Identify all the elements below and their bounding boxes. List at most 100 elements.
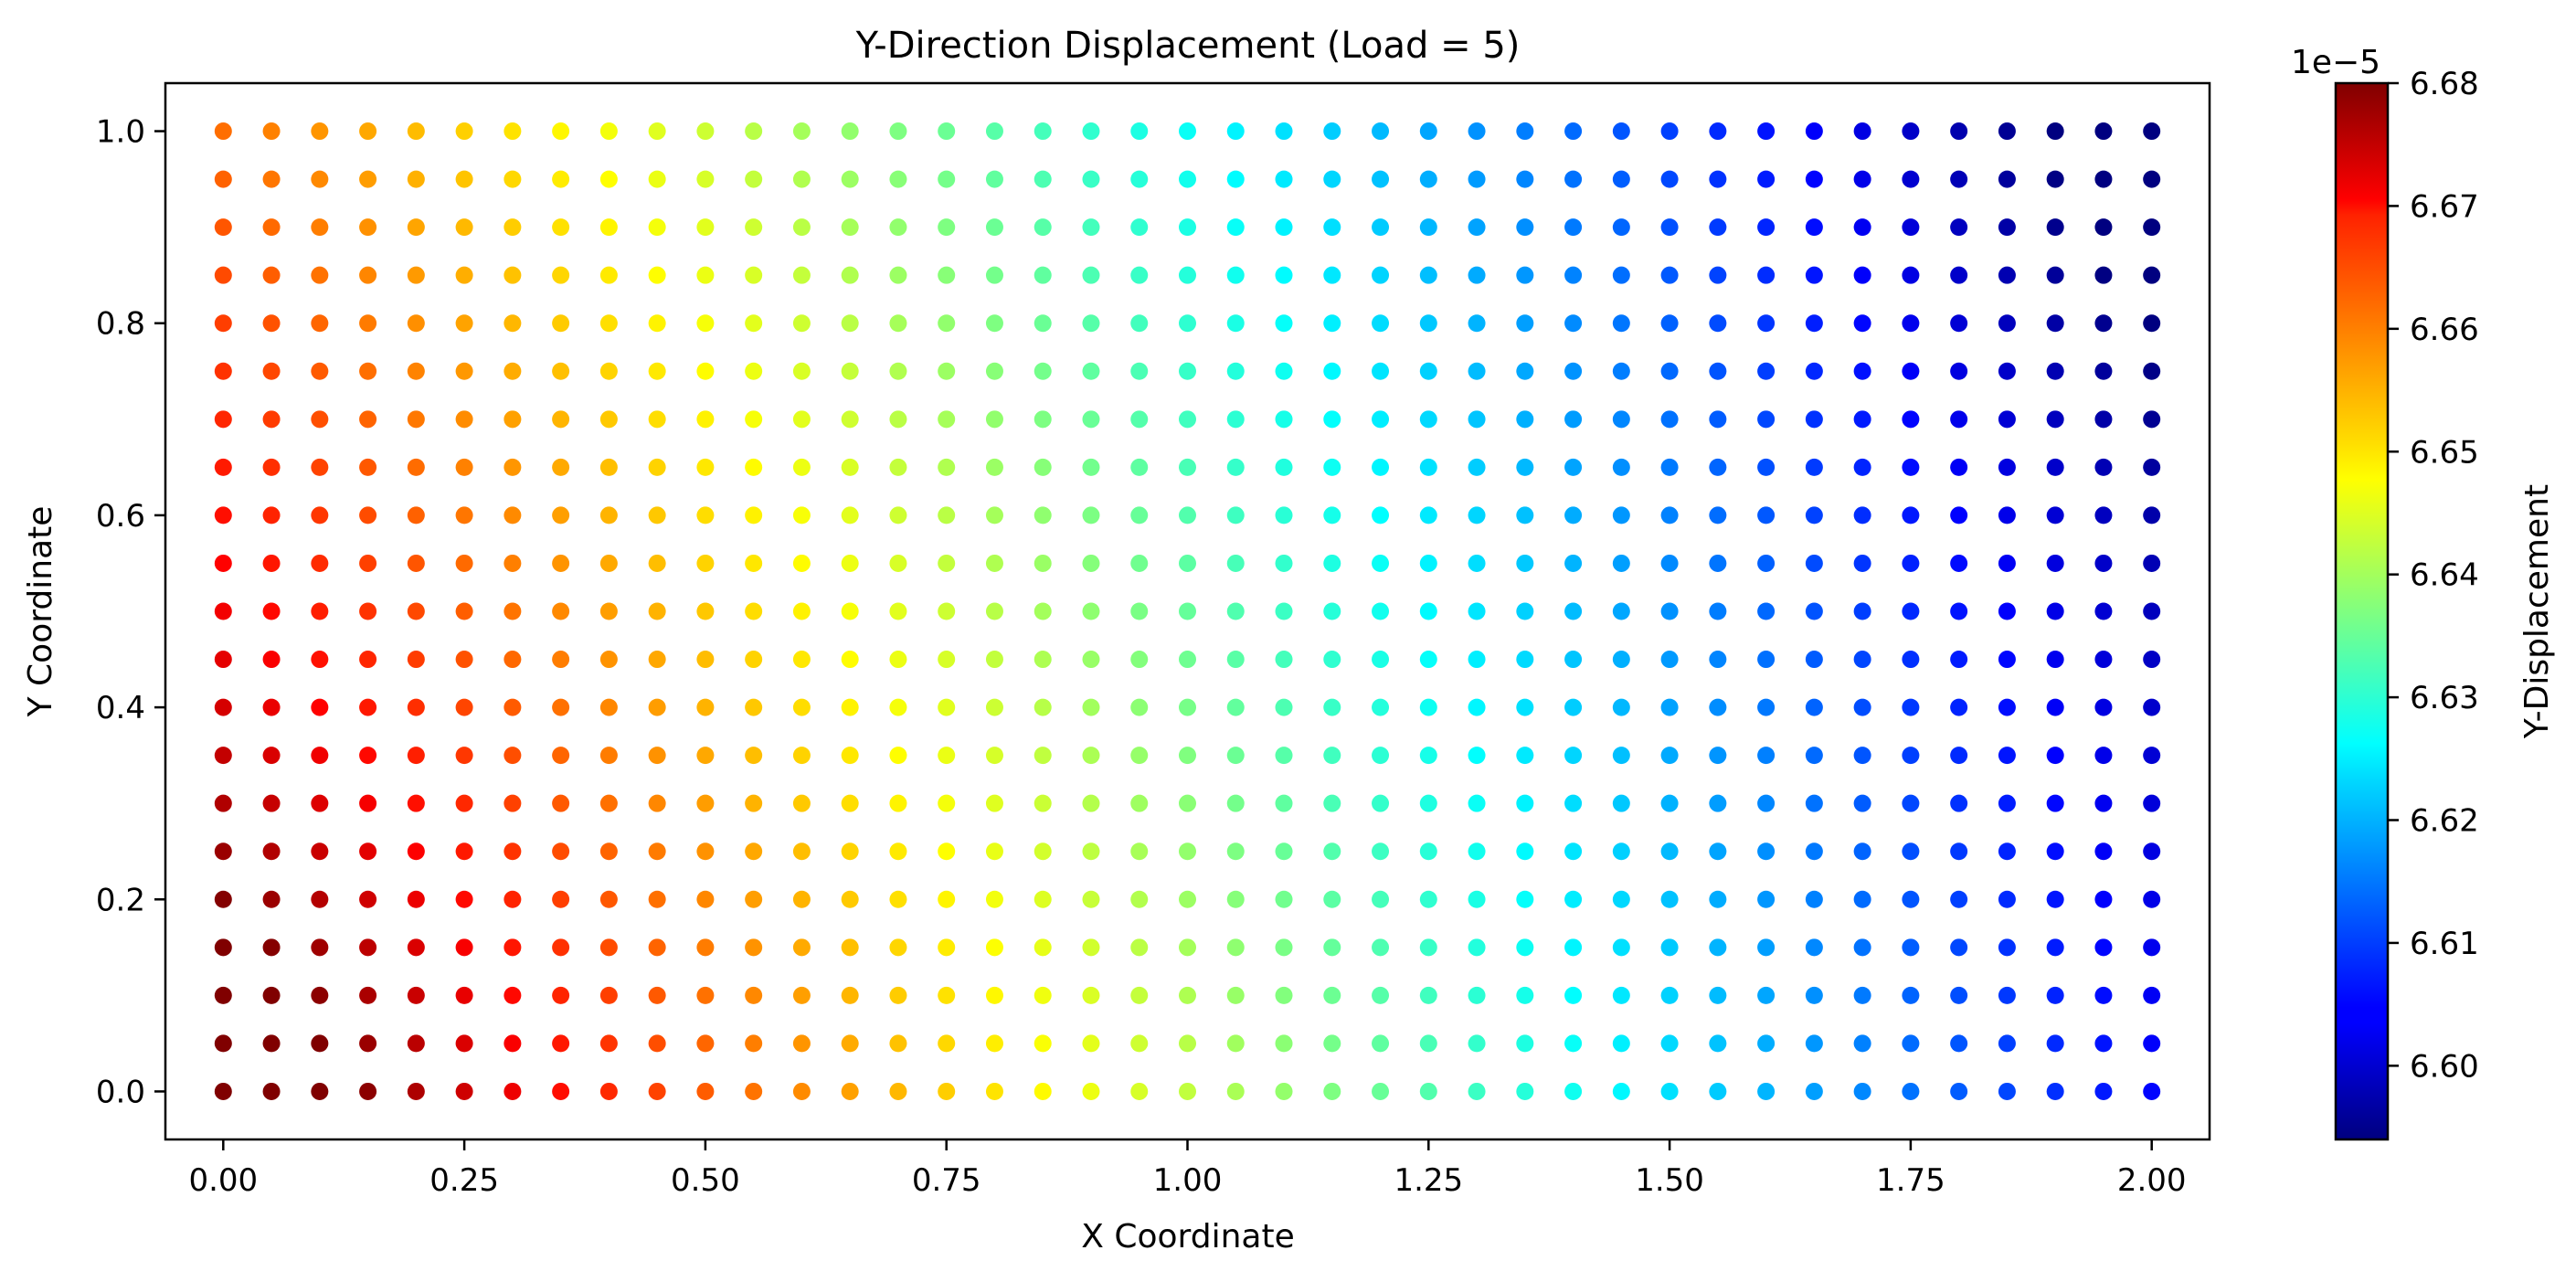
scatter-point [1323,842,1341,861]
scatter-point [889,602,907,620]
scatter-point [1130,362,1149,380]
scatter-point [1902,266,1920,284]
scatter-point [1179,170,1196,188]
scatter-point [2143,122,2161,141]
scatter-point [1323,410,1341,429]
colorbar-tick-label: 6.68 [2410,66,2479,102]
scatter-point [2143,1082,2161,1100]
scatter-point [1226,122,1245,141]
scatter-point [696,938,715,957]
scatter-point [696,218,715,237]
scatter-point [311,122,329,141]
scatter-point [552,651,570,669]
scatter-point [1709,122,1727,141]
scatter-point [938,410,956,429]
scatter-point [311,458,329,476]
scatter-point [1468,747,1486,765]
scatter-point [1902,362,1920,380]
scatter-point [2143,218,2161,237]
scatter-point [696,602,715,620]
scatter-point [985,218,1003,237]
scatter-point [696,266,715,284]
scatter-point [1034,362,1052,380]
scatter-point [2094,218,2113,237]
scatter-point [407,410,425,429]
scatter-point [1564,314,1583,333]
scatter-point [407,747,425,765]
scatter-point [2046,794,2064,812]
scatter-point [599,458,618,476]
scatter-point [1419,506,1437,524]
scatter-point [2094,170,2113,188]
scatter-point [1660,458,1679,476]
scatter-point [1082,986,1100,1004]
colorbar-tick-label: 6.60 [2410,1048,2479,1085]
scatter-point [1179,986,1196,1004]
scatter-point [889,842,907,861]
scatter-point [1950,986,1968,1004]
scatter-point [311,938,329,957]
scatter-point [1950,698,1968,716]
scatter-point [1950,122,1968,141]
scatter-point [407,506,425,524]
scatter-point [2046,554,2064,572]
scatter-point [2046,458,2064,476]
scatter-point [1757,314,1776,333]
scatter-point [1275,314,1293,333]
scatter-point [1950,794,1968,812]
x-tick-label: 1.00 [1153,1162,1223,1199]
scatter-point [1853,986,1871,1004]
scatter-point [1516,794,1534,812]
scatter-point [1950,651,1968,669]
scatter-point [504,314,522,333]
scatter-point [938,842,956,861]
scatter-point [1323,747,1341,765]
scatter-point [1226,651,1245,669]
scatter-point [214,651,232,669]
scatter-point [1805,890,1823,908]
scatter-point [1853,506,1871,524]
scatter-point [2143,362,2161,380]
scatter-point [1419,602,1437,620]
scatter-point [985,122,1003,141]
scatter-point [455,747,473,765]
scatter-point [1323,938,1341,957]
scatter-point [1323,986,1341,1004]
colorbar-tick-label: 6.62 [2410,803,2479,840]
scatter-point [552,1034,570,1053]
scatter-point [552,170,570,188]
scatter-point [214,314,232,333]
scatter-point [889,218,907,237]
scatter-point [311,651,329,669]
scatter-point [599,506,618,524]
scatter-point [1757,602,1776,620]
scatter-point [262,314,281,333]
scatter-point [1323,794,1341,812]
scatter-point [1853,410,1871,429]
colorbar-tick-label: 6.65 [2410,434,2479,471]
scatter-point [1130,794,1149,812]
scatter-point [504,266,522,284]
scatter-point [1082,554,1100,572]
scatter-point [504,698,522,716]
scatter-point [262,362,281,380]
scatter-point [648,458,666,476]
scatter-point [1226,602,1245,620]
scatter-point [1950,314,1968,333]
scatter-point [1998,314,2016,333]
scatter-point [1226,747,1245,765]
scatter-point [2143,506,2161,524]
scatter-point [889,651,907,669]
scatter-point [1998,554,2016,572]
scatter-point [2094,986,2113,1004]
scatter-point [2046,747,2064,765]
scatter-point [938,986,956,1004]
scatter-point [599,266,618,284]
scatter-point [504,458,522,476]
scatter-point [1419,170,1437,188]
scatter-point [1853,122,1871,141]
scatter-point [696,1082,715,1100]
scatter-point [1226,506,1245,524]
scatter-point [1612,362,1630,380]
